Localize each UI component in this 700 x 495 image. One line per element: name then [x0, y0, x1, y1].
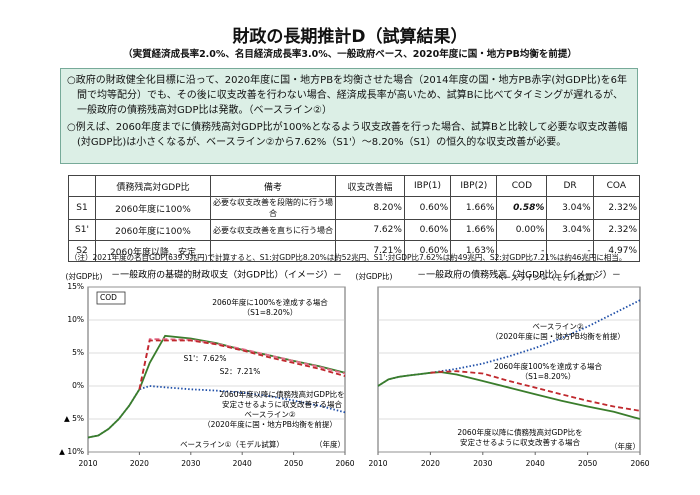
cell: S1	[68, 196, 96, 220]
y-tick-label: ▲ 5%	[64, 414, 84, 423]
cell: 3.04%	[546, 219, 594, 241]
y-tick-label: ▲ 10%	[59, 447, 84, 456]
cell: 1.66%	[450, 196, 498, 220]
x-tick-label: 2060	[335, 459, 354, 468]
annotation: S2：7.21%	[220, 367, 261, 376]
annotation: 2060年度以降に債務残高対GDP比を	[457, 427, 582, 437]
annotation: 2060年度に100%を達成する場合	[212, 297, 328, 307]
x-tick-label: 2010	[368, 459, 387, 468]
cell: 2060年度以降、安定	[95, 240, 211, 262]
row: S1 2060年度に100% 必要な収支改善を段階的に行う場合 8.20% 0.60% 1…	[68, 196, 641, 220]
annotation: 2060年度100%を達成する場合	[494, 361, 603, 371]
annotation: （2020年度に国・地方PB均衡を前提）	[203, 419, 337, 429]
y-tick-label: 5%	[72, 348, 84, 357]
cell: 0.00%	[496, 219, 548, 241]
cell: -	[546, 240, 594, 262]
cell: 0.58%	[496, 196, 548, 220]
header: DR	[546, 175, 594, 197]
y-axis-label: (対GDP比)	[66, 271, 103, 281]
y-axis-label: (対GDP比)	[356, 271, 393, 281]
annotation: ベースライン①（モデル試算）	[496, 272, 600, 282]
annotation: 安定させるように収支改善する場合	[460, 437, 580, 447]
summary-box: ○政府の財政健全化目標に沿って、2020年度に国・地方PBを均衡させた場合（20…	[60, 68, 638, 164]
annotation: （年度）	[610, 441, 640, 451]
annotation: （S1=8.20%）	[243, 308, 298, 317]
row: S1' 2060年度に100% 必要な収支改善を直ちに行う場合 7.62% 0.60% 1…	[68, 219, 641, 241]
charts: －一般政府の基礎的財政収支（対GDP比）（イメージ）－ (対GDP比) ▲ 10% ▲…	[59, 269, 650, 469]
annotation: （2020年度に国・地方PB均衡を前提）	[491, 331, 625, 341]
y-tick-label: 10%	[67, 315, 84, 324]
cell: 1.63%	[450, 240, 498, 262]
header: 収支改善幅	[335, 175, 405, 197]
header: 備考	[210, 175, 336, 197]
chart-title: －一般政府の基礎的財政収支（対GDP比）（イメージ）－	[111, 269, 342, 281]
cell: 8.20%	[335, 196, 405, 220]
annotation: 安定させるように収支改善する場合	[222, 399, 342, 409]
cell: S1'	[68, 219, 96, 241]
x-tick-label: 2040	[233, 459, 252, 468]
header: COA	[592, 175, 641, 197]
x-tick-label: 2050	[578, 459, 597, 468]
x-tick-label: 2030	[181, 459, 200, 468]
annotation: S1'：7.62%	[184, 354, 227, 363]
cell: 0.60%	[403, 219, 452, 241]
y-tick-label: 15%	[67, 282, 84, 291]
bullet: ○政府の財政健全化目標に沿って、2020年度に国・地方PBを均衡させた場合（20…	[67, 75, 628, 116]
row: S2 2060年度以降、安定 7.21% 0.60% 1.63% - -4.97%	[68, 240, 641, 262]
header: IBP(1)	[403, 175, 452, 197]
cell: 必要な収支改善を段階的に行う場合	[210, 196, 336, 220]
series-line	[430, 370, 641, 412]
cell	[210, 240, 336, 262]
series-line	[377, 299, 641, 387]
annotation: （S1=8.20%）	[521, 372, 576, 381]
subtitle: （実質経済成長率2.0%、名目経済成長率3.0%、一般政府ベース、2020年度に…	[123, 49, 577, 60]
cell: 2060年度に100%	[95, 196, 211, 220]
x-tick-label: 2040	[526, 459, 545, 468]
annotation-box	[96, 291, 126, 305]
series-line	[87, 385, 346, 439]
cell: 2.32%	[592, 196, 641, 220]
cell: 1.66%	[450, 219, 498, 241]
x-tick-label: 2020	[421, 459, 440, 468]
header-row: 債務残高対GDP比 備考 収支改善幅 IBP(1) IBP(2) COD DR …	[68, 175, 641, 197]
annotation: COD	[100, 293, 117, 302]
cell: 4.97%	[592, 240, 641, 262]
header: 債務残高対GDP比	[95, 175, 211, 197]
annotation: （年度）	[315, 439, 345, 449]
header: IBP(2)	[450, 175, 498, 197]
annotation: ベースライン②	[532, 322, 584, 331]
bullet: ○例えば、2060年度までに債務残高対GDP比が100%となるよう収支改善を行っ…	[67, 122, 628, 148]
cell: 2.32%	[592, 219, 641, 241]
x-tick-label: 2060	[630, 459, 649, 468]
note: （注）2021年度の名目GDP(639.9兆円)で計算すると、S1:対GDP比8…	[70, 253, 627, 262]
series-line	[138, 339, 346, 390]
table: 債務残高対GDP比 備考 収支改善幅 IBP(1) IBP(2) COD DR …	[68, 175, 641, 262]
x-tick-label: 2010	[78, 459, 97, 468]
cell: 3.04%	[546, 196, 594, 220]
cell: 必要な収支改善を直ちに行う場合	[210, 219, 336, 241]
y-tick-label: 0%	[72, 381, 84, 390]
annotation: 2060年度以降に債務残高対GDP比を	[219, 389, 344, 399]
annotation: ベースライン②	[244, 410, 296, 419]
x-tick-label: 2030	[473, 459, 492, 468]
header: COD	[496, 175, 548, 197]
cell: 0.60%	[403, 196, 452, 220]
series-line	[138, 338, 346, 390]
cell	[68, 175, 96, 197]
x-tick-label: 2020	[130, 459, 149, 468]
title: 財政の長期推計D（試算結果）	[232, 27, 468, 47]
annotation: ベースライン①（モデル試算）	[180, 439, 284, 449]
chart-title: －一般政府の債務残高（対GDP比）（イメージ）－	[417, 269, 621, 281]
x-tick-label: 2050	[284, 459, 303, 468]
cell: 2060年度に100%	[95, 219, 211, 241]
cell: 7.62%	[335, 219, 405, 241]
series-line	[377, 371, 641, 420]
